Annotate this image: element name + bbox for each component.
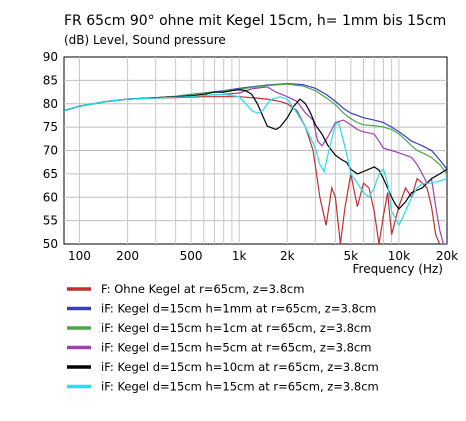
legend-label: iF: Kegel d=15cm h=5cm at r=65cm, z=3.8c… xyxy=(101,341,371,355)
x-tick-label: 100 xyxy=(68,249,91,263)
y-tick-label: 60 xyxy=(43,190,58,204)
legend: F: Ohne Kegel at r=65cm, z=3.8cm iF: Kege… xyxy=(67,282,379,394)
legend-label: F: Ohne Kegel at r=65cm, z=3.8cm xyxy=(101,282,304,296)
x-tick-label: 5k xyxy=(344,249,359,263)
x-axis-tick-labels: 100 200 500 1k 2k 5k 10k 20k xyxy=(68,249,458,263)
legend-label: iF: Kegel d=15cm h=15cm at r=65cm, z=3.8… xyxy=(101,380,379,394)
y-tick-label: 65 xyxy=(43,167,58,181)
y-tick-label: 70 xyxy=(43,144,58,158)
y-tick-label: 75 xyxy=(43,120,58,134)
y-tick-label: 80 xyxy=(43,97,58,111)
legend-label: iF: Kegel d=15cm h=10cm at r=65cm, z=3.8… xyxy=(101,360,379,374)
y-tick-label: 85 xyxy=(43,73,58,87)
y-axis-tick-labels: 50 55 60 65 70 75 80 85 90 xyxy=(43,50,58,251)
series-line-6 xyxy=(64,93,447,227)
x-tick-label: 20k xyxy=(436,249,458,263)
x-tick-label: 200 xyxy=(116,249,139,263)
chart-subtitle: (dB) Level, Sound pressure xyxy=(64,33,226,47)
x-tick-label: 2k xyxy=(280,249,295,263)
x-axis-label: Frequency (Hz) xyxy=(353,262,444,276)
y-tick-label: 50 xyxy=(43,237,58,251)
series-line-1 xyxy=(64,96,447,244)
x-tick-label: 10k xyxy=(388,249,410,263)
series-line-5 xyxy=(64,89,447,210)
legend-label: iF: Kegel d=15cm h=1mm at r=65cm, z=3.8c… xyxy=(101,302,376,316)
y-tick-label: 90 xyxy=(43,50,58,64)
x-tick-label: 500 xyxy=(180,249,203,263)
series-lines xyxy=(64,82,447,244)
chart-title: FR 65cm 90° ohne mit Kegel 15cm, h= 1mm … xyxy=(64,13,446,29)
series-line-3 xyxy=(64,83,447,175)
legend-label: iF: Kegel d=15cm h=1cm at r=65cm, z=3.8c… xyxy=(101,321,371,335)
y-tick-label: 55 xyxy=(43,214,58,228)
x-tick-label: 1k xyxy=(232,249,247,263)
